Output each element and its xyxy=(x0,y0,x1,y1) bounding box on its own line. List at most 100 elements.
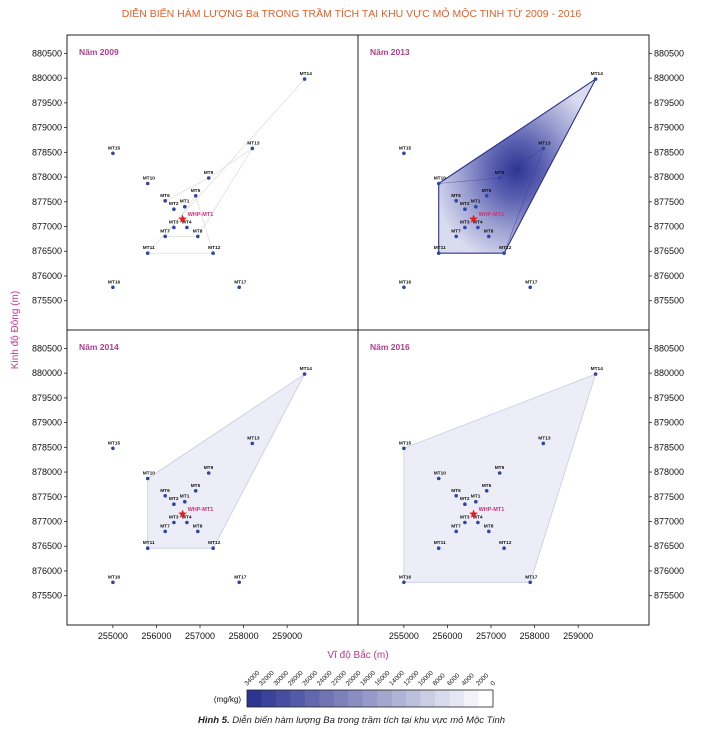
star-marker xyxy=(469,214,478,223)
station-point xyxy=(111,580,115,585)
station-point xyxy=(145,251,150,255)
colorbar-tick-label: 18000 xyxy=(359,669,377,687)
y-tick-label: 880000 xyxy=(32,368,62,378)
station-point xyxy=(237,580,241,585)
y-tick-label: 880500 xyxy=(32,48,62,58)
y-tick-label: 875500 xyxy=(32,591,62,601)
colorbar-tick-label: 20000 xyxy=(345,669,363,687)
station-point xyxy=(436,251,441,255)
station-label: MT5 xyxy=(482,483,492,489)
x-tick-label: 257000 xyxy=(476,631,506,641)
colorbar-swatch xyxy=(348,690,364,707)
x-tick-label: 255000 xyxy=(389,631,419,641)
station-point xyxy=(145,546,150,550)
station-label: MT5 xyxy=(191,188,201,194)
y-tick-label-right: 878500 xyxy=(654,147,684,157)
station-point xyxy=(172,207,176,211)
y-tick-label: 876500 xyxy=(32,541,62,551)
x-tick-label: 259000 xyxy=(563,631,593,641)
station-label: MT3 xyxy=(460,515,470,521)
station-point xyxy=(402,446,406,451)
caption-label: Hình 5. xyxy=(197,715,230,726)
colorbar-tick-label: 10000 xyxy=(417,669,435,687)
station-label: MT2 xyxy=(460,496,470,502)
y-tick-label-right: 879500 xyxy=(654,98,684,108)
x-tick-label: 258000 xyxy=(229,631,259,641)
station-label: MT8 xyxy=(193,523,203,529)
station-label: MT9 xyxy=(204,170,214,176)
y-tick-label: 878000 xyxy=(32,172,62,182)
station-point xyxy=(436,546,441,550)
special-point-label: WHP-MT1 xyxy=(479,212,505,218)
colorbar-tick-label: 24000 xyxy=(316,669,334,687)
station-point xyxy=(541,441,546,446)
station-point xyxy=(196,234,200,239)
y-tick-label-right: 877500 xyxy=(654,197,684,207)
station-point xyxy=(454,494,459,498)
station-label: MT14 xyxy=(300,71,313,77)
star-marker xyxy=(469,509,478,518)
colorbar-swatch xyxy=(304,690,320,707)
station-label: MT9 xyxy=(495,170,505,176)
station-point xyxy=(497,176,502,180)
station-label: MT4 xyxy=(182,220,192,226)
station-point xyxy=(172,502,176,507)
station-point xyxy=(237,285,241,290)
station-label: MT3 xyxy=(169,220,179,226)
station-point xyxy=(463,502,467,507)
station-point xyxy=(497,471,502,475)
station-point xyxy=(463,520,467,525)
station-point xyxy=(193,489,198,493)
station-point xyxy=(111,446,115,451)
y-tick-label: 878000 xyxy=(32,467,62,477)
y-tick-label-right: 880500 xyxy=(654,48,684,58)
panel-frame xyxy=(66,34,359,331)
y-tick-label-right: 880000 xyxy=(654,73,684,83)
station-label: MT14 xyxy=(300,366,313,372)
colorbar-unit: (mg/kg) xyxy=(214,695,241,704)
station-point xyxy=(476,520,480,525)
station-point xyxy=(163,494,167,498)
station-label: MT11 xyxy=(434,540,446,546)
station-point xyxy=(185,520,189,525)
station-label: MT14 xyxy=(591,71,604,77)
station-point xyxy=(402,580,406,585)
colorbar-tick-label: 14000 xyxy=(388,669,406,687)
y-tick-label: 876000 xyxy=(32,566,62,576)
y-tick-label-right: 878000 xyxy=(654,467,684,477)
station-point xyxy=(402,285,406,290)
station-label: MT3 xyxy=(169,515,179,521)
colorbar-tick-label: 32000 xyxy=(258,669,276,687)
station-point xyxy=(474,499,478,504)
station-point xyxy=(593,77,598,81)
station-point xyxy=(250,146,255,151)
station-label: MT6 xyxy=(160,193,170,199)
colorbar-frame xyxy=(246,689,494,708)
station-point xyxy=(302,77,307,81)
colorbar-swatch xyxy=(420,690,436,707)
y-tick-label: 879500 xyxy=(32,393,62,403)
colorbar-swatch xyxy=(406,690,421,707)
y-tick-label: 879500 xyxy=(32,98,62,108)
station-label: MT3 xyxy=(460,220,470,226)
station-label: MT9 xyxy=(204,465,214,471)
station-label: MT4 xyxy=(473,515,483,521)
colorbar-swatch xyxy=(333,690,349,707)
station-point xyxy=(193,194,198,198)
station-label: MT6 xyxy=(160,488,170,494)
station-point xyxy=(250,441,255,446)
station-label: MT5 xyxy=(191,483,201,489)
y-tick-label-right: 877500 xyxy=(654,492,684,502)
y-axis-label: Kinh độ Đông (m) xyxy=(10,291,21,369)
y-tick-label-right: 879000 xyxy=(654,418,684,428)
station-point xyxy=(211,251,215,255)
station-point xyxy=(463,225,467,230)
y-tick-label: 876500 xyxy=(32,246,62,256)
colorbar-tick-label: 4000 xyxy=(461,672,476,687)
y-tick-label: 875500 xyxy=(32,296,62,306)
y-tick-label-right: 877000 xyxy=(654,222,684,232)
station-label: MT4 xyxy=(182,515,192,521)
station-label: MT16 xyxy=(399,574,412,580)
